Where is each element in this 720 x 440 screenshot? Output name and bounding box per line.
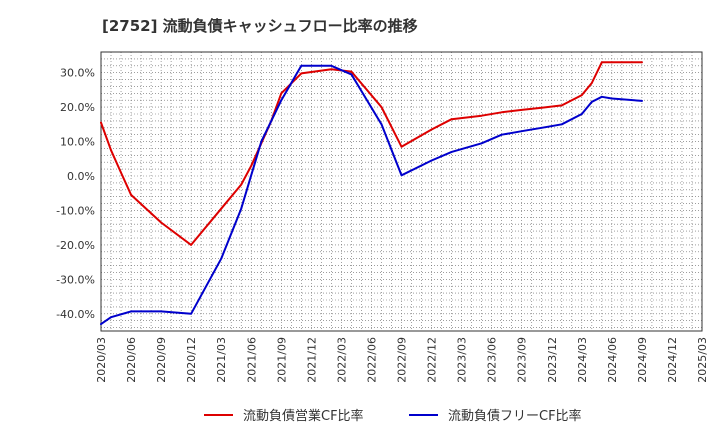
data-point-0 — [100, 121, 102, 124]
y-tick-label: 20.0% — [60, 101, 95, 114]
data-point-0 — [110, 149, 112, 152]
data-point-0 — [520, 108, 523, 111]
x-tick-label: 2023/09 — [516, 337, 529, 383]
data-point-1 — [450, 150, 453, 153]
x-tick-label: 2024/09 — [636, 337, 649, 383]
data-point-0 — [300, 72, 303, 75]
y-axis: 30.0% 20.0% 10.0% 0.0% -10.0% -20.0% -30.0% -40… — [56, 67, 95, 321]
data-point-0 — [160, 221, 163, 224]
y-tick-label: -10.0% — [56, 204, 95, 217]
x-tick-label: 2020/12 — [185, 337, 198, 383]
y-tick-label: -30.0% — [56, 273, 95, 286]
data-point-0 — [330, 68, 333, 71]
x-tick-label: 2024/06 — [606, 337, 619, 383]
x-tick-label: 2022/06 — [365, 337, 378, 383]
series-line-0 — [100, 61, 643, 246]
y-tick-label: 0.0% — [67, 170, 95, 183]
data-point-0 — [130, 194, 132, 196]
data-point-0 — [600, 61, 603, 64]
data-point-0 — [560, 104, 563, 107]
legend-label-operating-cf: 流動負債営業CF比率 — [243, 408, 364, 424]
y-tick-label: 10.0% — [60, 136, 95, 149]
data-point-1 — [480, 142, 483, 145]
grid — [101, 52, 702, 331]
data-point-1 — [520, 130, 523, 133]
legend: 流動負債営業CF比率 流動負債フリーCF比率 — [204, 408, 582, 424]
x-axis: 2020/03 2020/06 2020/09 2020/12 2021/03 2021/… — [95, 337, 709, 383]
data-point-0 — [430, 128, 433, 131]
data-point-0 — [480, 114, 483, 117]
x-tick-label: 2021/03 — [215, 337, 228, 383]
data-point-0 — [280, 92, 283, 95]
data-point-0 — [190, 243, 193, 246]
x-tick-label: 2022/12 — [426, 337, 439, 383]
x-tick-label: 2021/06 — [245, 337, 258, 383]
x-tick-label: 2022/03 — [335, 337, 348, 383]
data-point-0 — [500, 111, 503, 114]
x-tick-label: 2020/06 — [125, 337, 138, 383]
x-tick-label: 2020/09 — [155, 337, 168, 383]
x-tick-label: 2021/12 — [305, 337, 318, 383]
data-point-0 — [540, 106, 543, 109]
data-point-0 — [250, 164, 253, 167]
data-point-1 — [260, 140, 263, 143]
data-point-1 — [130, 310, 132, 313]
data-point-0 — [580, 94, 583, 96]
x-tick-label: 2024/03 — [576, 337, 589, 383]
data-point-0 — [220, 207, 223, 210]
data-point-0 — [120, 171, 122, 174]
chart-title: [2752] 流動負債キャッシュフロー比率の推移 — [102, 17, 418, 35]
data-point-1 — [190, 312, 193, 315]
data-point-0 — [350, 70, 353, 73]
data-point-1 — [280, 99, 283, 102]
data-point-1 — [500, 133, 503, 136]
data-point-1 — [610, 97, 613, 100]
data-point-1 — [641, 100, 643, 102]
legend-label-free-cf: 流動負債フリーCF比率 — [448, 408, 582, 424]
data-point-1 — [580, 113, 583, 115]
x-tick-label: 2025/03 — [696, 337, 709, 383]
x-tick-label: 2023/12 — [546, 337, 559, 383]
plot-frame — [100, 51, 703, 332]
data-point-1 — [160, 310, 163, 313]
series-line-1 — [100, 64, 643, 326]
data-point-0 — [380, 106, 383, 109]
data-point-1 — [300, 64, 303, 67]
data-point-0 — [400, 145, 403, 148]
data-point-0 — [641, 61, 643, 64]
data-point-1 — [240, 207, 243, 210]
data-point-1 — [330, 64, 333, 67]
series-layer — [100, 61, 643, 326]
data-point-1 — [220, 257, 223, 260]
data-point-1 — [560, 123, 563, 126]
data-point-1 — [100, 323, 102, 326]
data-point-0 — [240, 183, 243, 186]
data-point-0 — [450, 118, 453, 121]
data-point-0 — [610, 61, 613, 64]
x-tick-label: 2021/09 — [275, 337, 288, 383]
x-tick-label: 2022/09 — [396, 337, 409, 383]
x-tick-label: 2023/03 — [456, 337, 469, 383]
data-point-1 — [600, 95, 603, 98]
data-point-1 — [400, 174, 403, 177]
data-point-1 — [540, 126, 543, 129]
y-tick-label: -20.0% — [56, 239, 95, 252]
x-tick-label: 2023/06 — [486, 337, 499, 383]
data-point-1 — [430, 159, 433, 162]
y-tick-label: -40.0% — [56, 308, 95, 321]
x-tick-label: 2020/03 — [95, 337, 108, 383]
y-tick-label: 30.0% — [60, 67, 95, 80]
data-point-0 — [590, 82, 593, 84]
data-point-1 — [110, 316, 112, 319]
data-point-1 — [380, 123, 383, 126]
data-point-1 — [350, 73, 353, 76]
x-tick-label: 2024/12 — [666, 337, 679, 383]
data-point-1 — [590, 101, 593, 103]
